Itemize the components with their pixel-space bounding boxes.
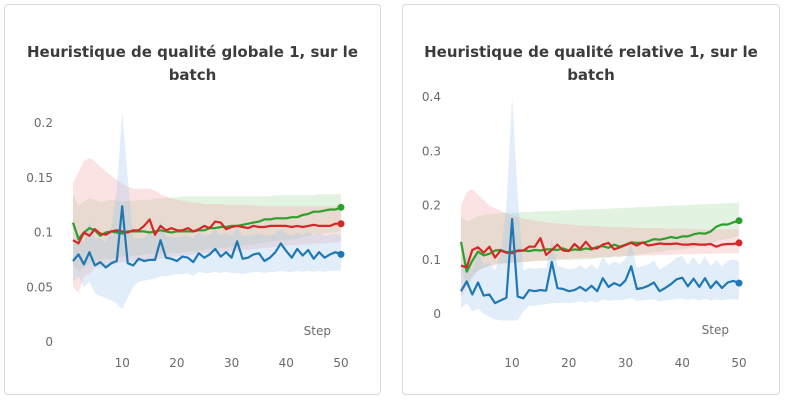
series-band bbox=[461, 202, 739, 287]
series-end-point bbox=[337, 220, 345, 228]
series-line bbox=[460, 237, 740, 269]
x-tick-label: 50 bbox=[731, 356, 746, 370]
y-tick-label: 0.2 bbox=[422, 199, 441, 213]
y-tick-label: 0 bbox=[433, 307, 441, 321]
y-tick-label: 0.4 bbox=[422, 90, 441, 104]
series-line bbox=[460, 218, 740, 305]
series-line bbox=[71, 206, 342, 241]
line-chart-global: 0 0.05 0.1 0.15 0.2 10 20 30 40 50 Step bbox=[26, 112, 349, 370]
x-tick-label: 10 bbox=[504, 356, 519, 370]
series-end-point bbox=[337, 250, 345, 258]
chart-title: Heuristique de qualité relative 1, sur l… bbox=[424, 43, 758, 84]
series-band bbox=[461, 97, 739, 321]
series-end-point bbox=[735, 217, 743, 225]
x-axis-label: Step bbox=[304, 324, 331, 338]
chart-panel-global: Heuristique de qualité globale 1, sur le… bbox=[4, 4, 381, 395]
x-tick-label: 40 bbox=[675, 356, 690, 370]
series-line bbox=[72, 205, 342, 269]
chart-title: Heuristique de qualité globale 1, sur le… bbox=[27, 43, 358, 84]
x-tick-label: 30 bbox=[618, 356, 633, 370]
x-tick-label: 20 bbox=[561, 356, 576, 370]
y-tick-label: 0.15 bbox=[26, 171, 53, 185]
series-band bbox=[461, 189, 739, 298]
y-tick-label: 0.05 bbox=[26, 280, 53, 294]
series-end-point bbox=[735, 239, 743, 247]
series-end-point bbox=[735, 279, 743, 287]
y-tick-label: 0.1 bbox=[422, 253, 441, 267]
series-band bbox=[73, 194, 341, 271]
y-tick-label: 0.2 bbox=[34, 116, 53, 130]
x-tick-label: 20 bbox=[169, 356, 184, 370]
x-tick-label: 10 bbox=[115, 356, 130, 370]
x-tick-label: 50 bbox=[333, 356, 348, 370]
y-tick-label: 0.1 bbox=[34, 226, 53, 240]
x-tick-label: 30 bbox=[224, 356, 239, 370]
y-tick-label: 0 bbox=[45, 335, 53, 349]
line-chart-relative: 0 0.1 0.2 0.3 0.4 10 20 30 40 50 Step bbox=[422, 90, 747, 370]
y-tick-label: 0.3 bbox=[422, 144, 441, 158]
series-end-point bbox=[337, 203, 345, 211]
chart-panel-relative: Heuristique de qualité relative 1, sur l… bbox=[402, 4, 780, 395]
x-tick-label: 40 bbox=[279, 356, 294, 370]
x-axis-label: Step bbox=[702, 323, 729, 337]
series-line bbox=[72, 218, 341, 245]
